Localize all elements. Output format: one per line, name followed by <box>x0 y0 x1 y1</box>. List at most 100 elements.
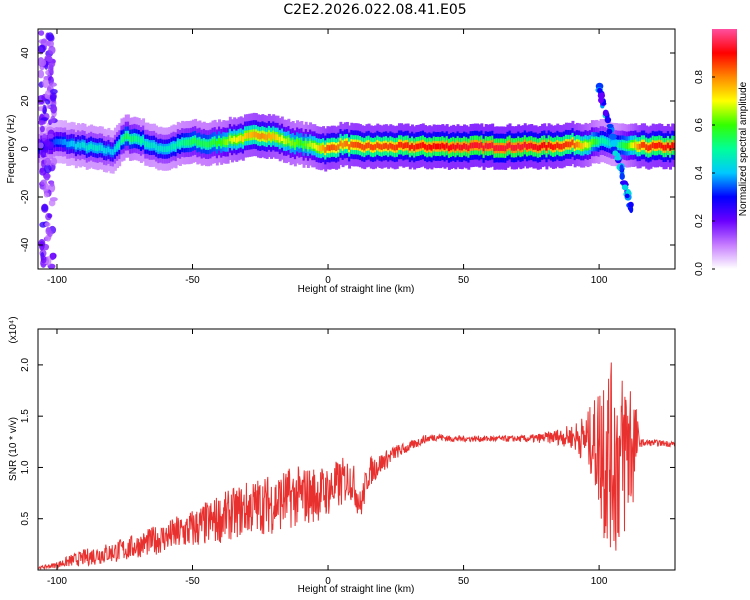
spectrogram-cell <box>595 138 599 145</box>
spectrogram-cell <box>163 146 167 153</box>
spectrogram-cell <box>519 144 523 151</box>
spectrogram-cell <box>319 145 323 152</box>
spectrogram-cell <box>590 138 594 145</box>
spectrogram-blob <box>39 125 45 133</box>
spectrogram-cell <box>126 133 130 139</box>
spectrogram-cell <box>482 145 486 152</box>
spectrogram-cell <box>356 142 360 148</box>
spectrogram-cell <box>495 145 499 151</box>
spectrogram-cell <box>98 144 102 151</box>
spectrogram-cell <box>577 141 581 148</box>
spectrogram-blob <box>604 116 612 124</box>
spectrogram-cell <box>582 143 586 149</box>
spectrogram-cell <box>317 145 321 152</box>
spectrogram-cell <box>649 144 653 151</box>
spectrogram-cell <box>441 142 445 149</box>
spectrogram-blob <box>44 90 51 100</box>
spectrogram-cell <box>326 144 330 151</box>
spectrogram-cell <box>343 141 347 147</box>
spectrogram-cell <box>517 143 521 149</box>
spectrogram-blob <box>38 58 47 67</box>
spectrogram-blob <box>46 104 51 109</box>
spectrogram-cell <box>508 142 512 148</box>
spectrogram-cell <box>480 142 484 148</box>
spectrogram-cell <box>580 143 584 149</box>
spectrogram-cell <box>560 143 564 150</box>
spectrogram-cell <box>558 143 562 150</box>
spectrogram-cell <box>569 141 573 148</box>
spectrogram-cell <box>658 142 662 148</box>
colorbar-gradient <box>712 29 737 269</box>
spectrogram-cell <box>367 142 371 149</box>
spectrogram-blob <box>597 87 603 94</box>
spectrogram-blob <box>47 230 53 237</box>
spectrogram-blob <box>38 142 44 149</box>
spectrogram-cell <box>209 141 213 147</box>
snr-x-tick-label: 0 <box>325 576 331 587</box>
spectrogram-cell <box>471 142 475 149</box>
spectrogram-cell <box>246 132 250 139</box>
spectrogram-cell <box>181 139 185 146</box>
spectrogram-cell <box>287 137 291 144</box>
spectrogram-cell <box>298 140 302 147</box>
spectrogram-cell <box>374 144 378 150</box>
spectrogram-cell <box>183 140 187 146</box>
spectrogram-cell <box>230 137 234 144</box>
snr-frame <box>37 328 676 571</box>
spectrogram-cell <box>417 143 421 150</box>
spectrogram-cell <box>332 144 336 151</box>
spectrogram-cell <box>345 140 349 147</box>
spectrogram-cell <box>493 145 497 152</box>
spectrogram-cell <box>408 144 412 151</box>
spectrogram-y-tick-label: 40 <box>20 47 31 59</box>
spectrogram-cell <box>421 142 425 148</box>
spectrogram-cell <box>426 144 430 151</box>
spectrogram-cell <box>135 136 139 142</box>
spectrogram-cell <box>220 140 224 147</box>
spectrogram-cell <box>423 143 427 150</box>
spectrogram-cell <box>549 143 553 150</box>
spectrogram-cell <box>90 143 94 150</box>
spectrogram-blob <box>50 115 56 124</box>
spectrogram-cell <box>573 142 577 149</box>
snr-x-tick-label: -100 <box>47 576 67 587</box>
spectrogram-cell <box>59 138 63 145</box>
spectrogram-cell <box>478 143 482 149</box>
spectrogram-x-tick-label: -50 <box>185 275 200 286</box>
spectrogram-cell <box>315 144 319 151</box>
spectrogram-cell <box>215 140 219 147</box>
spectrogram-cell <box>502 145 506 151</box>
spectrogram-cell <box>129 136 133 143</box>
spectrogram-cell <box>137 136 141 143</box>
spectrogram-cell <box>671 142 675 148</box>
spectrogram-cell <box>194 137 198 144</box>
spectrogram-cell <box>428 143 432 150</box>
spectrogram-cell <box>124 133 128 140</box>
spectrogram-cell <box>272 132 276 139</box>
spectrogram-blob <box>41 204 48 212</box>
spectrogram-blob <box>627 201 634 208</box>
spectrogram-cell <box>348 144 352 150</box>
spectrogram-cell <box>68 141 72 148</box>
figure-title: C2E2.2026.022.08.41.E05 <box>283 2 467 18</box>
spectrogram-cell <box>81 141 85 148</box>
spectrogram-cell <box>313 142 317 149</box>
spectrogram-y-ticks: -40 -20 0 20 40 <box>20 47 675 252</box>
spectrogram-y-tick-label: 20 <box>20 95 31 107</box>
spectrogram-cell <box>118 141 122 148</box>
spectrogram-cell <box>335 145 339 152</box>
spectrogram-cell <box>530 142 534 149</box>
spectrogram-cell <box>250 132 254 138</box>
spectrogram-cell <box>545 144 549 151</box>
spectrogram-cell <box>669 145 673 151</box>
spectrogram-cell <box>111 149 115 155</box>
spectrogram-cell <box>486 143 490 150</box>
spectrogram-cell <box>152 142 156 149</box>
spectrogram-blob <box>48 45 56 55</box>
spectrogram-cell <box>85 145 89 152</box>
spectrogram-cell <box>473 142 477 148</box>
snr-x-label: Height of straight line (km) <box>298 584 415 595</box>
spectrogram-cell <box>673 142 675 149</box>
spectrogram-cell <box>161 146 165 152</box>
colorbar-tick-label: 0.6 <box>694 118 705 132</box>
